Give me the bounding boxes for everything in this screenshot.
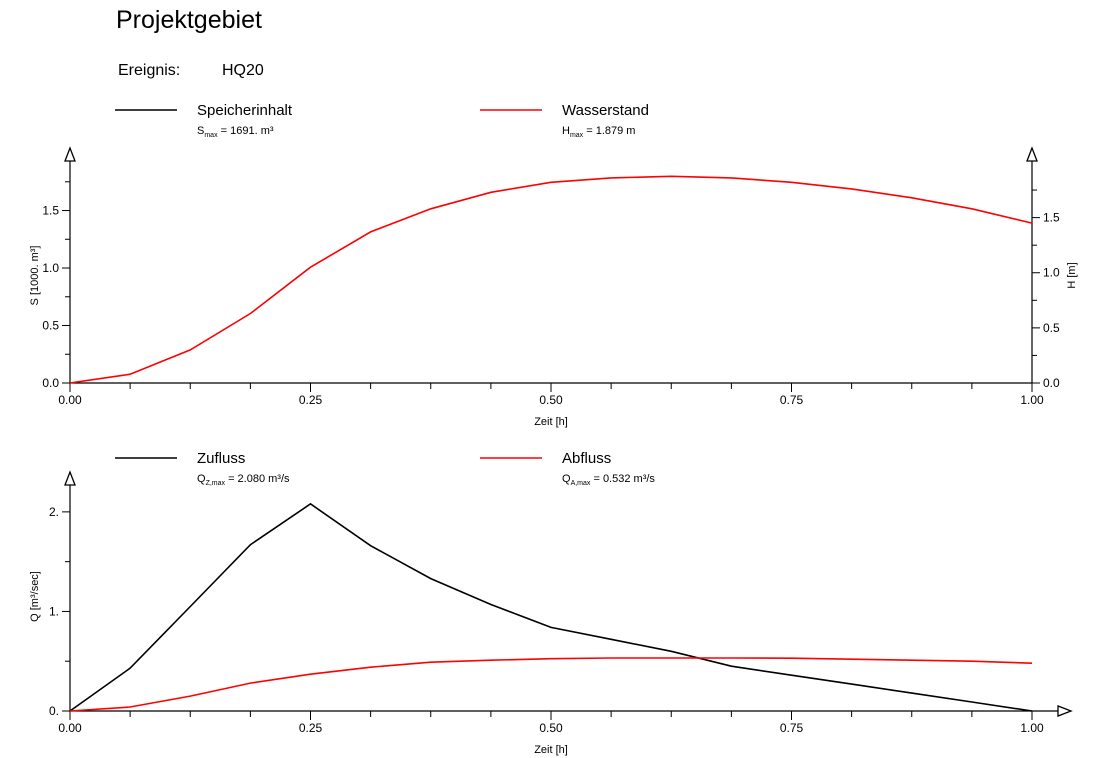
- event-value: HQ20: [222, 62, 264, 79]
- y-axis-right-arrow-1: [1026, 146, 1038, 162]
- x-axis-title-1: Zeit [h]: [534, 416, 568, 428]
- y-axis-title-left-1: S [1000. m³]: [29, 246, 41, 306]
- y-tick-label-right-1: 1.0: [1043, 266, 1060, 280]
- legend-label-abfluss: Abfluss: [562, 450, 611, 467]
- x-tick-label-2: 0.50: [539, 721, 563, 735]
- y-axis-left-arrow-2: [64, 470, 76, 486]
- y-tick-label-left-1: 1.0: [42, 261, 59, 275]
- y-tick-label-right-1: 0.5: [1043, 321, 1060, 335]
- series-line-abfluss: [69, 657, 1033, 712]
- legend-label-zufluss: Zufluss: [197, 450, 245, 467]
- y-tick-label-left-1: 0.5: [42, 319, 59, 333]
- page-title: Projektgebiet: [116, 6, 262, 34]
- x-tick-label-2: 0.25: [299, 721, 323, 735]
- y-tick-label-left-2: 0.: [49, 704, 59, 718]
- x-tick-label-1: 0.00: [58, 393, 82, 407]
- y-tick-label-left-1: 0.0: [42, 376, 59, 390]
- legend-stat-wasserstand: Hmax = 1.879 m: [562, 125, 635, 139]
- legend-stat-abfluss: QA,max = 0.532 m³/s: [562, 473, 655, 487]
- y-tick-label-right-1: 0.0: [1043, 376, 1060, 390]
- series-line-zufluss: [69, 502, 1033, 712]
- legend-stat-speicherinhalt: Smax = 1691. m³: [197, 125, 274, 139]
- x-tick-label-1: 0.25: [299, 393, 323, 407]
- x-tick-label-2: 0.00: [58, 721, 82, 735]
- legend-label-speicherinhalt: Speicherinhalt: [197, 102, 293, 119]
- y-tick-label-right-1: 1.5: [1043, 211, 1060, 225]
- x-tick-label-1: 0.75: [780, 393, 804, 407]
- legend-stat-zufluss: QZ,max = 2.080 m³/s: [197, 473, 290, 487]
- y-axis-title-right-1: H [m]: [1066, 262, 1078, 288]
- x-tick-label-1: 1.00: [1020, 393, 1044, 407]
- x-axis-title-2: Zeit [h]: [534, 744, 568, 756]
- y-tick-label-left-2: 2.: [49, 505, 59, 519]
- series-line-wasserstand: [69, 175, 1033, 384]
- x-tick-label-2: 0.75: [780, 721, 804, 735]
- y-tick-label-left-2: 1.: [49, 604, 59, 618]
- event-label: Ereignis:: [118, 62, 181, 79]
- x-axis-arrow-2: [1057, 705, 1073, 717]
- y-tick-label-left-1: 1.5: [42, 204, 59, 218]
- legend-label-wasserstand: Wasserstand: [562, 102, 649, 119]
- x-tick-label-1: 0.50: [539, 393, 563, 407]
- x-tick-label-2: 1.00: [1020, 721, 1044, 735]
- y-axis-left-arrow-1: [64, 146, 76, 162]
- y-axis-title-left-2: Q [m³/sec]: [29, 571, 41, 622]
